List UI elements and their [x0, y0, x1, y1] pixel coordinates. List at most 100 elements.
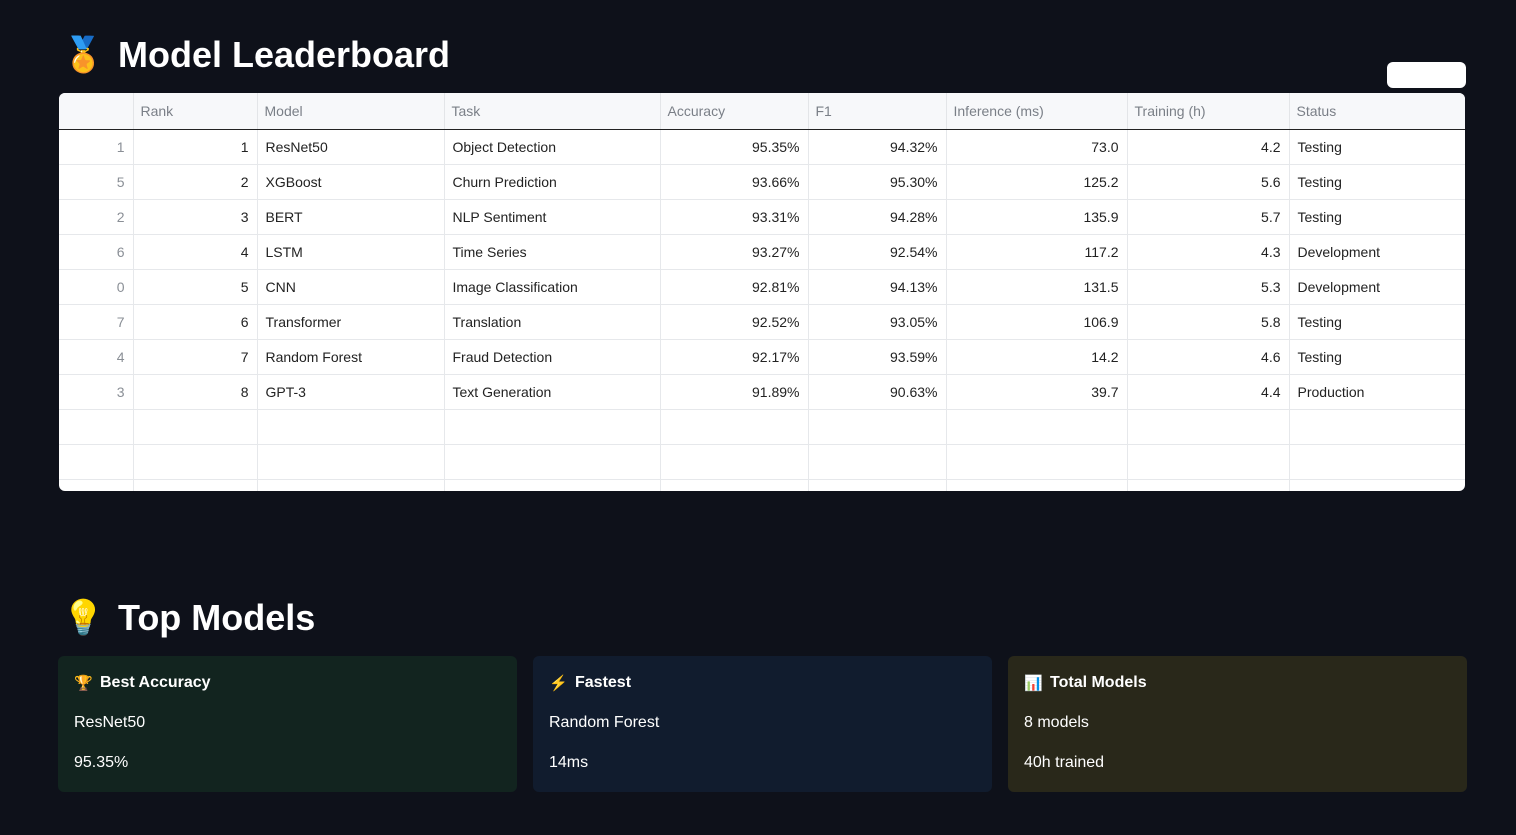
cell-training[interactable]: 5.3 — [1127, 269, 1290, 305]
cell-task[interactable]: Translation — [444, 304, 661, 340]
toolbar-button[interactable] — [1387, 62, 1466, 88]
cell-status[interactable]: Testing — [1289, 304, 1465, 340]
cell-accuracy[interactable]: 92.17% — [660, 339, 809, 375]
empty-cell[interactable] — [444, 479, 661, 491]
empty-cell[interactable] — [1127, 444, 1290, 480]
cell-model[interactable]: GPT-3 — [257, 374, 445, 410]
cell-inference[interactable]: 14.2 — [946, 339, 1128, 375]
column-header-training[interactable]: Training (h) — [1127, 93, 1290, 130]
cell-status[interactable]: Development — [1289, 234, 1465, 270]
table-row[interactable]: 0 5 CNN Image Classification 92.81% 94.13% 131… — [59, 269, 1465, 305]
empty-cell[interactable] — [133, 409, 258, 445]
cell-task[interactable]: Object Detection — [444, 129, 661, 165]
empty-cell[interactable] — [257, 479, 445, 491]
column-header-model[interactable]: Model — [257, 93, 445, 130]
empty-cell[interactable] — [946, 444, 1128, 480]
cell-training[interactable]: 4.4 — [1127, 374, 1290, 410]
cell-rank[interactable]: 5 — [133, 269, 258, 305]
cell-inference[interactable]: 39.7 — [946, 374, 1128, 410]
cell-inference[interactable]: 131.5 — [946, 269, 1128, 305]
cell-status[interactable]: Testing — [1289, 339, 1465, 375]
empty-cell[interactable] — [1127, 479, 1290, 491]
column-header-inference[interactable]: Inference (ms) — [946, 93, 1128, 130]
cell-status[interactable]: Development — [1289, 269, 1465, 305]
cell-status[interactable]: Production — [1289, 374, 1465, 410]
empty-cell[interactable] — [444, 444, 661, 480]
column-header-task[interactable]: Task — [444, 93, 661, 130]
cell-row-index[interactable]: 7 — [59, 304, 134, 340]
cell-rank[interactable]: 4 — [133, 234, 258, 270]
column-header-status[interactable]: Status — [1289, 93, 1465, 130]
empty-cell[interactable] — [946, 479, 1128, 491]
cell-f1[interactable]: 94.13% — [808, 269, 947, 305]
empty-cell[interactable] — [808, 409, 947, 445]
cell-model[interactable]: XGBoost — [257, 164, 445, 200]
empty-cell[interactable] — [808, 444, 947, 480]
cell-rank[interactable]: 6 — [133, 304, 258, 340]
cell-accuracy[interactable]: 92.52% — [660, 304, 809, 340]
table-row[interactable]: 4 7 Random Forest Fraud Detection 92.17% 93.5… — [59, 339, 1465, 375]
cell-accuracy[interactable]: 93.66% — [660, 164, 809, 200]
cell-task[interactable]: Image Classification — [444, 269, 661, 305]
cell-rank[interactable]: 3 — [133, 199, 258, 235]
cell-row-index[interactable]: 5 — [59, 164, 134, 200]
empty-cell[interactable] — [257, 409, 445, 445]
cell-accuracy[interactable]: 93.31% — [660, 199, 809, 235]
cell-training[interactable]: 5.8 — [1127, 304, 1290, 340]
empty-row[interactable] — [59, 444, 1465, 480]
cell-f1[interactable]: 94.32% — [808, 129, 947, 165]
empty-cell[interactable] — [444, 409, 661, 445]
cell-training[interactable]: 5.7 — [1127, 199, 1290, 235]
empty-cell[interactable] — [133, 444, 258, 480]
table-row[interactable]: 3 8 GPT-3 Text Generation 91.89% 90.63% 39.7 4.… — [59, 374, 1465, 410]
table-row[interactable]: 1 1 ResNet50 Object Detection 95.35% 94.32% 73… — [59, 129, 1465, 165]
empty-cell[interactable] — [1289, 479, 1465, 491]
empty-row[interactable] — [59, 409, 1465, 445]
empty-row[interactable] — [59, 479, 1465, 491]
cell-f1[interactable]: 95.30% — [808, 164, 947, 200]
cell-rank[interactable]: 2 — [133, 164, 258, 200]
cell-row-index[interactable]: 4 — [59, 339, 134, 375]
cell-task[interactable]: Fraud Detection — [444, 339, 661, 375]
empty-cell[interactable] — [660, 409, 809, 445]
column-header-rank[interactable]: Rank — [133, 93, 258, 130]
cell-rank[interactable]: 7 — [133, 339, 258, 375]
cell-row-index[interactable]: 0 — [59, 269, 134, 305]
cell-rank[interactable]: 1 — [133, 129, 258, 165]
empty-cell[interactable] — [660, 479, 809, 491]
cell-training[interactable]: 4.2 — [1127, 129, 1290, 165]
table-row[interactable]: 5 2 XGBoost Churn Prediction 93.66% 95.30% 125… — [59, 164, 1465, 200]
empty-cell[interactable] — [59, 409, 134, 445]
cell-row-index[interactable]: 2 — [59, 199, 134, 235]
cell-f1[interactable]: 93.05% — [808, 304, 947, 340]
cell-model[interactable]: ResNet50 — [257, 129, 445, 165]
column-header-accuracy[interactable]: Accuracy — [660, 93, 809, 130]
column-header-row-index[interactable] — [59, 93, 134, 130]
cell-training[interactable]: 5.6 — [1127, 164, 1290, 200]
table-row[interactable]: 7 6 Transformer Translation 92.52% 93.05% 106.… — [59, 304, 1465, 340]
cell-f1[interactable]: 93.59% — [808, 339, 947, 375]
cell-task[interactable]: Time Series — [444, 234, 661, 270]
cell-inference[interactable]: 73.0 — [946, 129, 1128, 165]
cell-status[interactable]: Testing — [1289, 164, 1465, 200]
cell-inference[interactable]: 125.2 — [946, 164, 1128, 200]
cell-model[interactable]: BERT — [257, 199, 445, 235]
cell-accuracy[interactable]: 95.35% — [660, 129, 809, 165]
cell-task[interactable]: Text Generation — [444, 374, 661, 410]
empty-cell[interactable] — [59, 444, 134, 480]
cell-rank[interactable]: 8 — [133, 374, 258, 410]
empty-cell[interactable] — [1289, 444, 1465, 480]
cell-row-index[interactable]: 6 — [59, 234, 134, 270]
empty-cell[interactable] — [1289, 409, 1465, 445]
empty-cell[interactable] — [1127, 409, 1290, 445]
cell-f1[interactable]: 94.28% — [808, 199, 947, 235]
empty-cell[interactable] — [257, 444, 445, 480]
empty-cell[interactable] — [133, 479, 258, 491]
cell-status[interactable]: Testing — [1289, 199, 1465, 235]
table-row[interactable]: 6 4 LSTM Time Series 93.27% 92.54% 117.2 4.3 Dev… — [59, 234, 1465, 270]
cell-accuracy[interactable]: 93.27% — [660, 234, 809, 270]
cell-task[interactable]: Churn Prediction — [444, 164, 661, 200]
empty-cell[interactable] — [59, 479, 134, 491]
cell-status[interactable]: Testing — [1289, 129, 1465, 165]
cell-accuracy[interactable]: 91.89% — [660, 374, 809, 410]
